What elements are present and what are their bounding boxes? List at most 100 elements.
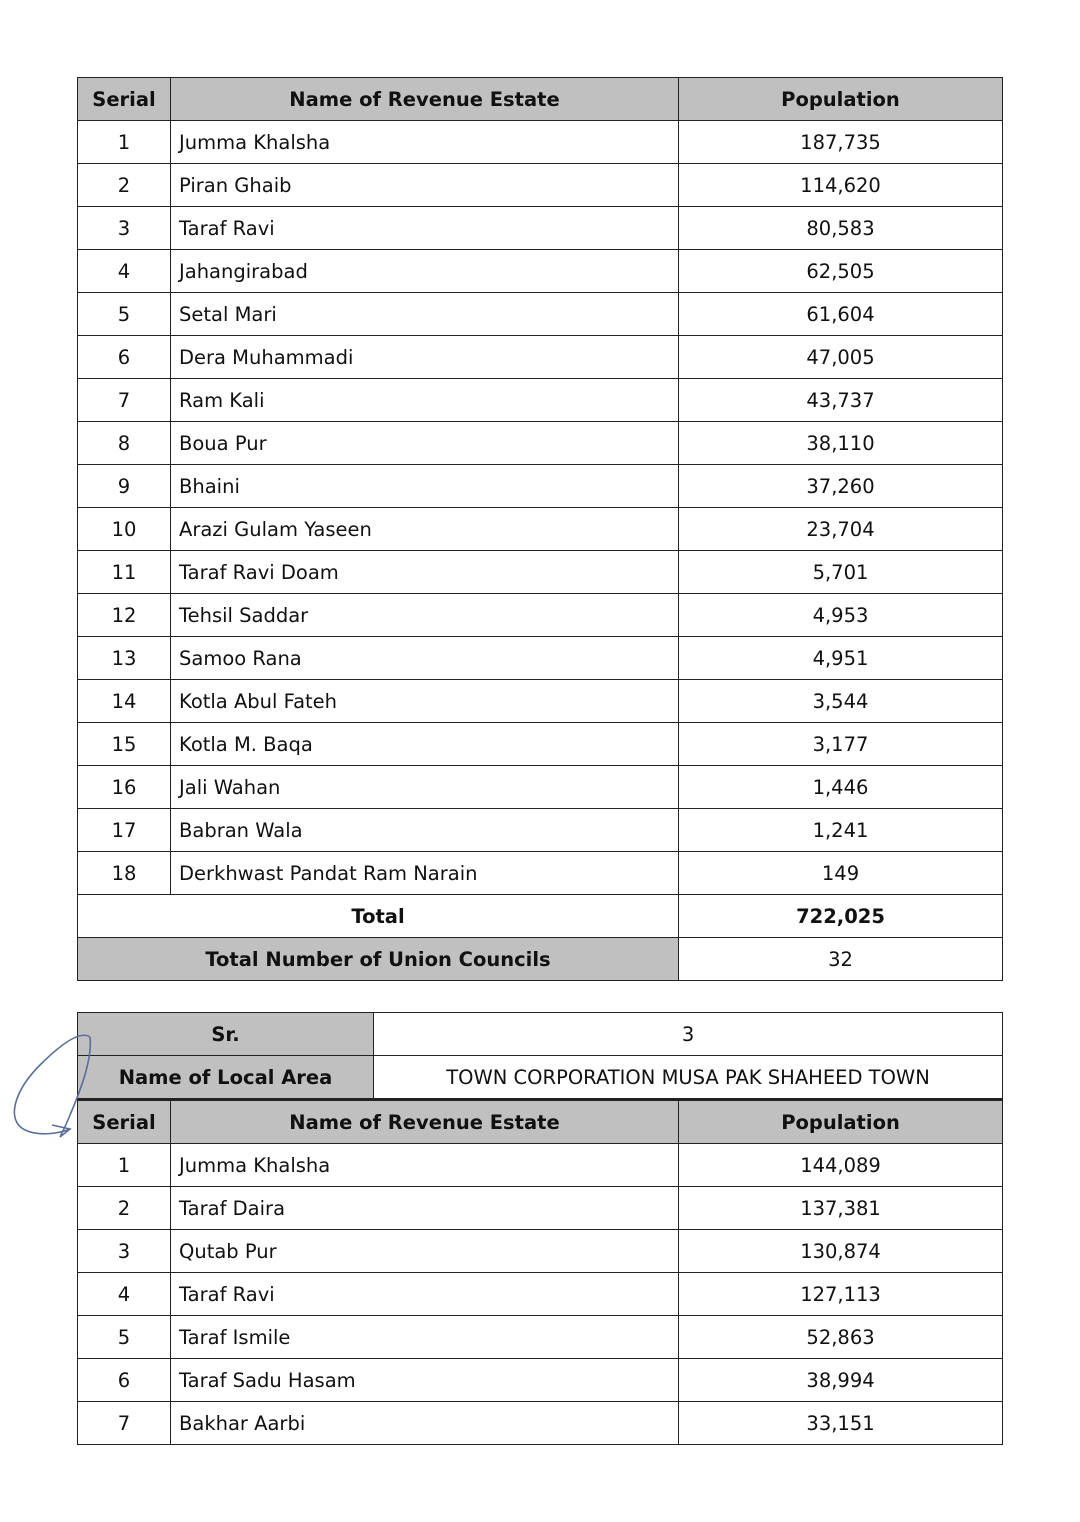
cell-name: Kotla M. Baqa bbox=[170, 722, 679, 766]
cell-name: Jali Wahan bbox=[170, 765, 679, 809]
cell-name: Taraf Ravi Doam bbox=[170, 550, 679, 594]
cell-serial: 14 bbox=[77, 679, 171, 723]
cell-serial: 6 bbox=[77, 1358, 171, 1402]
cell-name: Setal Mari bbox=[170, 292, 679, 336]
cell-serial: 1 bbox=[77, 1143, 171, 1187]
cell-name: Taraf Ravi bbox=[169, 1272, 680, 1316]
cell-name: Kotla Abul Fateh bbox=[170, 679, 679, 723]
header-population: Population bbox=[678, 77, 1003, 121]
cell-serial: 1 bbox=[77, 120, 171, 164]
cell-name: Dera Muhammadi bbox=[170, 335, 679, 379]
table-row: 7 Ram Kali 43,737 bbox=[77, 378, 1003, 422]
cell-name: Piran Ghaib bbox=[170, 163, 679, 207]
table-row: 8 Boua Pur 38,110 bbox=[77, 421, 1003, 465]
table-header-row: Serial Name of Revenue Estate Population bbox=[77, 1099, 1004, 1144]
local-area-label: Name of Local Area bbox=[76, 1055, 375, 1100]
cell-name: Boua Pur bbox=[170, 421, 679, 465]
table-row: 4 Taraf Ravi 127,113 bbox=[77, 1272, 1004, 1316]
union-councils-row: Total Number of Union Councils 32 bbox=[77, 937, 1003, 981]
cell-population: 38,994 bbox=[678, 1358, 1004, 1402]
cell-serial: 16 bbox=[77, 765, 171, 809]
cell-name: Taraf Sadu Hasam bbox=[169, 1358, 680, 1402]
cell-serial: 7 bbox=[77, 378, 171, 422]
cell-name: Taraf Daira bbox=[169, 1186, 680, 1230]
cell-population: 4,951 bbox=[678, 636, 1003, 680]
cell-serial: 5 bbox=[77, 292, 171, 336]
cell-population: 62,505 bbox=[678, 249, 1003, 293]
table-row: 17 Babran Wala 1,241 bbox=[77, 808, 1003, 852]
sr-row: Sr. 3 bbox=[76, 1012, 1004, 1056]
total-row: Total 722,025 bbox=[77, 894, 1003, 938]
table-row: 14 Kotla Abul Fateh 3,544 bbox=[77, 679, 1003, 723]
cell-population: 4,953 bbox=[678, 593, 1003, 637]
cell-population: 61,604 bbox=[678, 292, 1003, 336]
local-area-row: Name of Local Area TOWN CORPORATION MUSA… bbox=[76, 1055, 1004, 1100]
cell-serial: 4 bbox=[77, 1272, 171, 1316]
cell-name: Babran Wala bbox=[170, 808, 679, 852]
cell-population: 149 bbox=[678, 851, 1003, 895]
cell-name: Samoo Rana bbox=[170, 636, 679, 680]
cell-population: 127,113 bbox=[678, 1272, 1004, 1316]
revenue-estate-table-2: Sr. 3 Name of Local Area TOWN CORPORATIO… bbox=[76, 1012, 1004, 1445]
cell-population: 5,701 bbox=[678, 550, 1003, 594]
cell-serial: 8 bbox=[77, 421, 171, 465]
cell-serial: 13 bbox=[77, 636, 171, 680]
sr-label: Sr. bbox=[76, 1012, 375, 1056]
cell-serial: 7 bbox=[77, 1401, 171, 1445]
table-row: 2 Taraf Daira 137,381 bbox=[77, 1186, 1004, 1230]
cell-serial: 18 bbox=[77, 851, 171, 895]
table-header-row: Serial Name of Revenue Estate Population bbox=[77, 77, 1003, 121]
header-population: Population bbox=[678, 1099, 1004, 1144]
cell-serial: 4 bbox=[77, 249, 171, 293]
cell-population: 38,110 bbox=[678, 421, 1003, 465]
cell-serial: 10 bbox=[77, 507, 171, 551]
cell-serial: 15 bbox=[77, 722, 171, 766]
table-row: 15 Kotla M. Baqa 3,177 bbox=[77, 722, 1003, 766]
table-row: 11 Taraf Ravi Doam 5,701 bbox=[77, 550, 1003, 594]
cell-population: 43,737 bbox=[678, 378, 1003, 422]
table-row: 3 Qutab Pur 130,874 bbox=[77, 1229, 1004, 1273]
cell-serial: 17 bbox=[77, 808, 171, 852]
cell-name: Qutab Pur bbox=[169, 1229, 680, 1273]
header-serial: Serial bbox=[77, 1099, 171, 1144]
cell-name: Taraf Ravi bbox=[170, 206, 679, 250]
cell-population: 130,874 bbox=[678, 1229, 1004, 1273]
header-name: Name of Revenue Estate bbox=[169, 1099, 680, 1144]
cell-name: Bhaini bbox=[170, 464, 679, 508]
sr-value: 3 bbox=[373, 1012, 1004, 1056]
cell-name: Jumma Khalsha bbox=[169, 1143, 680, 1187]
table-row: 5 Taraf Ismile 52,863 bbox=[77, 1315, 1004, 1359]
cell-name: Jumma Khalsha bbox=[170, 120, 679, 164]
cell-population: 137,381 bbox=[678, 1186, 1004, 1230]
table-row: 6 Dera Muhammadi 47,005 bbox=[77, 335, 1003, 379]
cell-population: 1,241 bbox=[678, 808, 1003, 852]
cell-population: 187,735 bbox=[678, 120, 1003, 164]
table-row: 7 Bakhar Aarbi 33,151 bbox=[77, 1401, 1004, 1445]
cell-name: Tehsil Saddar bbox=[170, 593, 679, 637]
cell-population: 47,005 bbox=[678, 335, 1003, 379]
table-row: 16 Jali Wahan 1,446 bbox=[77, 765, 1003, 809]
union-councils-label: Total Number of Union Councils bbox=[77, 937, 679, 981]
cell-population: 80,583 bbox=[678, 206, 1003, 250]
cell-name: Jahangirabad bbox=[170, 249, 679, 293]
cell-serial: 3 bbox=[77, 206, 171, 250]
cell-population: 3,544 bbox=[678, 679, 1003, 723]
cell-name: Bakhar Aarbi bbox=[169, 1401, 680, 1445]
table-row: 12 Tehsil Saddar 4,953 bbox=[77, 593, 1003, 637]
cell-serial: 3 bbox=[77, 1229, 171, 1273]
cell-name: Ram Kali bbox=[170, 378, 679, 422]
cell-serial: 12 bbox=[77, 593, 171, 637]
table-row: 13 Samoo Rana 4,951 bbox=[77, 636, 1003, 680]
cell-population: 52,863 bbox=[678, 1315, 1004, 1359]
table-row: 1 Jumma Khalsha 187,735 bbox=[77, 120, 1003, 164]
signature-scribble bbox=[13, 1034, 92, 1138]
cell-serial: 9 bbox=[77, 464, 171, 508]
table-row: 10 Arazi Gulam Yaseen 23,704 bbox=[77, 507, 1003, 551]
revenue-estate-table-1: Serial Name of Revenue Estate Population… bbox=[77, 77, 1003, 981]
table-row: 4 Jahangirabad 62,505 bbox=[77, 249, 1003, 293]
total-value: 722,025 bbox=[678, 894, 1003, 938]
cell-population: 23,704 bbox=[678, 507, 1003, 551]
cell-serial: 2 bbox=[77, 1186, 171, 1230]
table-row: 2 Piran Ghaib 114,620 bbox=[77, 163, 1003, 207]
cell-population: 1,446 bbox=[678, 765, 1003, 809]
